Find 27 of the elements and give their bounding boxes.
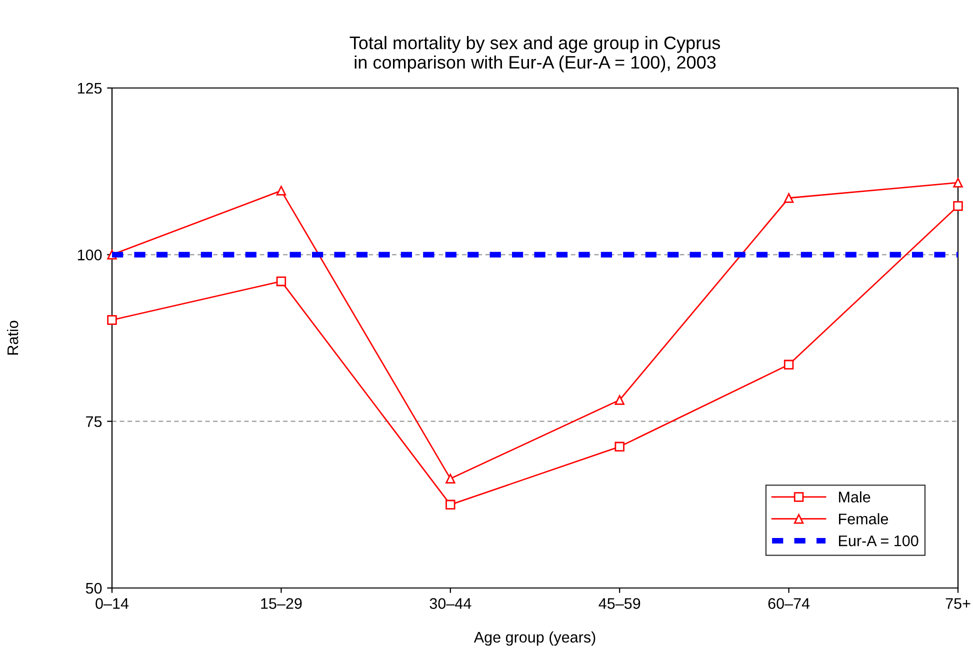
point xyxy=(107,315,117,325)
point xyxy=(614,442,624,452)
point xyxy=(953,201,963,211)
legend-label: Male xyxy=(839,491,870,502)
legend-label: Female xyxy=(839,513,888,524)
x-axis-title: Age group (years) xyxy=(474,631,596,646)
x-tick-label: 45–59 xyxy=(598,598,640,609)
x-tick-label: 30–44 xyxy=(430,598,472,609)
point xyxy=(784,193,794,203)
y-axis-title: Ratio xyxy=(6,320,18,355)
point xyxy=(446,474,456,484)
x-tick-label: 60–74 xyxy=(768,598,810,609)
chart-title: Total mortality by sex and age group in Cyprus in comparison with Eur-A (Eur-A = 100), 2003 xyxy=(350,36,720,72)
point xyxy=(953,178,963,188)
y-tick-label: 100 xyxy=(78,250,102,260)
x-tick-label: 75+ xyxy=(946,598,970,609)
point xyxy=(276,186,286,196)
y-tick-label: 75 xyxy=(86,416,102,428)
point xyxy=(784,360,794,370)
legend-label: Eur-A = 100 xyxy=(839,535,918,546)
point xyxy=(446,500,456,510)
y-tick-label: 50 xyxy=(86,582,102,594)
point xyxy=(614,395,624,405)
x-tick-label: 0–14 xyxy=(96,598,129,609)
point xyxy=(276,276,286,286)
y-tick-label: 125 xyxy=(78,82,102,94)
x-tick-label: 15–29 xyxy=(261,598,302,609)
